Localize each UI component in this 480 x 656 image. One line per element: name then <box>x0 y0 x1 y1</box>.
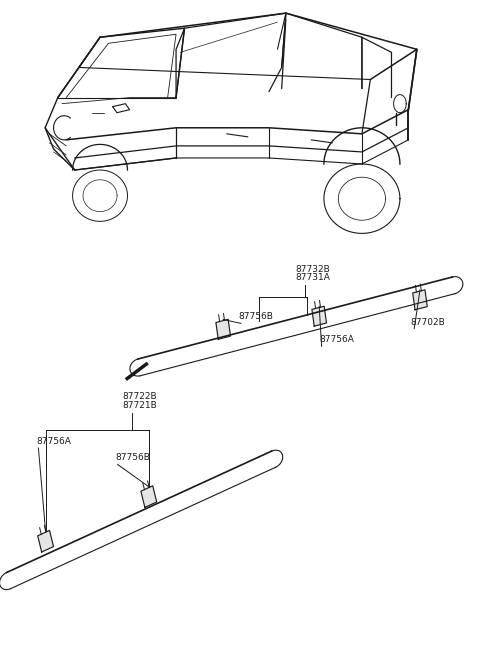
Text: 87731A: 87731A <box>295 273 330 282</box>
Text: 87702B: 87702B <box>410 318 445 327</box>
Polygon shape <box>413 290 427 310</box>
Text: 87732B: 87732B <box>295 264 330 274</box>
Text: 87756A: 87756A <box>319 335 354 344</box>
Polygon shape <box>38 531 53 552</box>
Polygon shape <box>216 319 230 339</box>
Text: 87721B: 87721B <box>122 401 157 410</box>
Polygon shape <box>312 306 326 326</box>
Text: 87756B: 87756B <box>115 453 150 462</box>
Polygon shape <box>141 486 156 507</box>
Text: 87756A: 87756A <box>36 437 71 446</box>
Text: 87722B: 87722B <box>122 392 157 401</box>
Text: 87756B: 87756B <box>239 312 274 321</box>
